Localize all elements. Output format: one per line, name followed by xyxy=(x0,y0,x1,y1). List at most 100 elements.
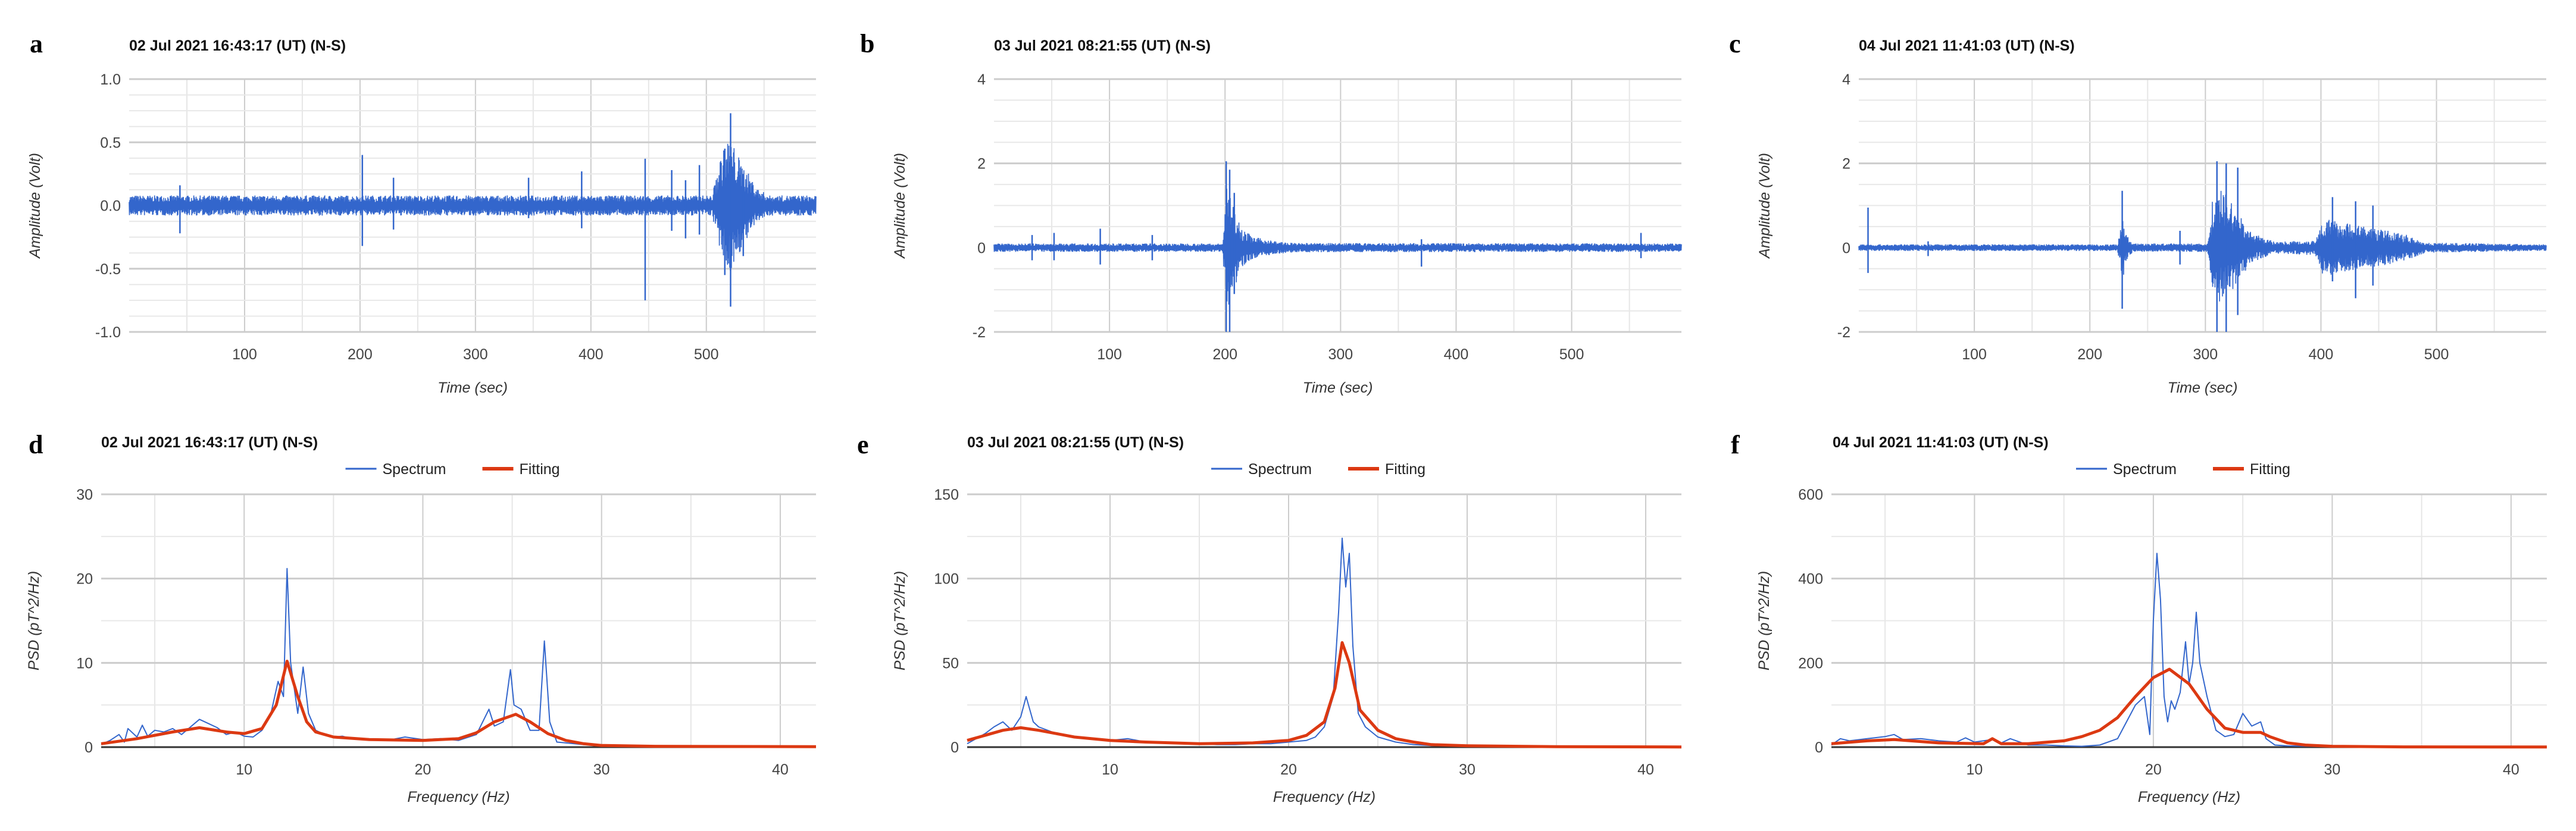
x-tick-label: 300 xyxy=(463,346,488,363)
gridlines xyxy=(1859,78,2546,333)
legend: Spectrum Fitting xyxy=(345,461,560,478)
y-axis-label: Amplitude (Volt) xyxy=(1756,153,1773,259)
y-tick-label: 600 xyxy=(1798,487,1823,503)
y-tick-label: 4 xyxy=(977,71,986,88)
gridlines xyxy=(129,78,816,333)
y-tick-label: 0 xyxy=(85,739,93,756)
y-tick-label: 0 xyxy=(1842,240,1850,256)
chart-title: 03 Jul 2021 08:21:55 (UT) (N-S) xyxy=(994,37,1211,54)
x-tick-label: 200 xyxy=(1212,346,1237,363)
y-tick-label: 0 xyxy=(951,739,959,756)
x-axis-label: Time (sec) xyxy=(2168,380,2238,396)
legend: Spectrum Fitting xyxy=(2076,461,2290,478)
series-line-fitting xyxy=(1831,667,2547,749)
waveform-trace xyxy=(993,189,1682,305)
chart-title: 04 Jul 2021 11:41:03 (UT) (N-S) xyxy=(1859,37,2075,54)
panel-letter: e xyxy=(857,430,869,459)
x-tick-label: 40 xyxy=(772,761,789,778)
y-tick-label: 4 xyxy=(1842,71,1850,88)
x-tick-label: 500 xyxy=(2424,346,2449,363)
x-tick-label: 500 xyxy=(694,346,719,363)
panel-f: f 04 Jul 2021 11:41:03 (UT) (N-S) 10 20 30 40… xyxy=(1731,430,2547,805)
x-tick-label: 400 xyxy=(1444,346,1469,363)
x-tick-label: 300 xyxy=(2193,346,2218,363)
y-tick-label: 200 xyxy=(1798,655,1823,672)
panel-b: b 03 Jul 2021 08:21:55 (UT) (N-S) 100 200 30… xyxy=(860,29,1682,396)
x-tick-label: 40 xyxy=(2503,761,2519,778)
x-tick-label: 30 xyxy=(593,761,610,778)
panel-a: a 02 Jul 2021 16:43:17 (UT) (N-S) 100 200 30… xyxy=(27,29,817,396)
x-tick-label: 100 xyxy=(232,346,257,363)
panel-letter: b xyxy=(860,29,874,58)
x-tick-label: 100 xyxy=(1097,346,1122,363)
legend-label: Fitting xyxy=(2250,461,2290,478)
x-axis-label: Time (sec) xyxy=(437,380,508,396)
y-tick-label: 150 xyxy=(934,487,959,503)
x-tick-label: 10 xyxy=(1966,761,1983,778)
y-tick-label: 100 xyxy=(934,571,959,588)
x-tick-label: 40 xyxy=(1637,761,1654,778)
y-tick-label: 30 xyxy=(76,487,93,503)
y-axis-label: PSD (pT^2/Hz) xyxy=(892,571,908,670)
series-line-spectrum xyxy=(101,567,816,748)
y-tick-label: -2 xyxy=(973,324,986,341)
y-tick-label: -1.0 xyxy=(95,324,121,341)
chart-title: 02 Jul 2021 16:43:17 (UT) (N-S) xyxy=(129,37,346,54)
y-tick-label: 2 xyxy=(977,156,986,173)
legend-label: Spectrum xyxy=(2113,461,2177,478)
y-tick-label: 50 xyxy=(942,655,959,672)
x-tick-label: 30 xyxy=(2324,761,2340,778)
y-tick-label: 20 xyxy=(76,571,93,588)
chart-title: 04 Jul 2021 11:41:03 (UT) (N-S) xyxy=(1833,434,2049,451)
x-tick-label: 20 xyxy=(415,761,432,778)
panel-e: e 03 Jul 2021 08:21:55 (UT) (N-S) 10 20 30 40… xyxy=(857,430,1682,805)
panel-d: d 02 Jul 2021 16:43:17 (UT) (N-S) 10 20 30 40… xyxy=(26,430,817,805)
x-tick-label: 200 xyxy=(2077,346,2102,363)
x-tick-label: 400 xyxy=(2309,346,2334,363)
y-axis-label: Amplitude (Volt) xyxy=(27,153,43,259)
legend-label: Fitting xyxy=(520,461,560,478)
y-tick-label: -2 xyxy=(1837,324,1850,341)
y-tick-label: 0 xyxy=(977,240,986,256)
y-axis-label: PSD (pT^2/Hz) xyxy=(1756,571,1772,670)
x-tick-label: 30 xyxy=(1459,761,1475,778)
panel-letter: d xyxy=(29,430,43,459)
legend-label: Fitting xyxy=(1385,461,1425,478)
x-tick-label: 500 xyxy=(1559,346,1584,363)
x-tick-label: 100 xyxy=(1962,346,1987,363)
x-tick-label: 200 xyxy=(348,346,373,363)
y-tick-label: -0.5 xyxy=(95,261,121,278)
series-line-fitting xyxy=(101,660,817,748)
y-axis-label: PSD (pT^2/Hz) xyxy=(26,571,42,670)
chart-title: 03 Jul 2021 08:21:55 (UT) (N-S) xyxy=(967,434,1184,451)
series-line-fitting xyxy=(967,641,1682,749)
series-line-spectrum xyxy=(967,537,1682,748)
y-tick-label: 0.0 xyxy=(100,198,121,215)
legend: Spectrum Fitting xyxy=(1211,461,1425,478)
x-tick-label: 400 xyxy=(579,346,604,363)
legend-label: Spectrum xyxy=(1248,461,1312,478)
y-tick-label: 400 xyxy=(1798,571,1823,588)
x-tick-label: 20 xyxy=(1280,761,1297,778)
y-tick-label: 1.0 xyxy=(100,71,121,88)
x-axis-label: Frequency (Hz) xyxy=(2138,789,2240,805)
y-tick-label: 0.5 xyxy=(100,134,121,151)
x-axis-label: Time (sec) xyxy=(1303,380,1373,396)
gridlines xyxy=(994,78,1681,333)
x-axis-label: Frequency (Hz) xyxy=(1273,789,1375,805)
gridlines xyxy=(1831,493,2547,748)
panel-letter: c xyxy=(1729,29,1741,58)
x-axis-label: Frequency (Hz) xyxy=(407,789,509,805)
chart-title: 02 Jul 2021 16:43:17 (UT) (N-S) xyxy=(101,434,318,451)
y-tick-label: 2 xyxy=(1842,156,1850,173)
gridlines xyxy=(967,493,1681,748)
panel-letter: a xyxy=(30,29,43,58)
panel-c: c 04 Jul 2021 11:41:03 (UT) (N-S) 100 200 30… xyxy=(1729,29,2547,396)
x-tick-label: 300 xyxy=(1328,346,1353,363)
waveform-trace xyxy=(1858,190,2547,302)
legend-label: Spectrum xyxy=(383,461,446,478)
x-tick-label: 10 xyxy=(1102,761,1118,778)
waveform-trace xyxy=(129,143,817,271)
y-axis-label: Amplitude (Volt) xyxy=(892,153,908,259)
